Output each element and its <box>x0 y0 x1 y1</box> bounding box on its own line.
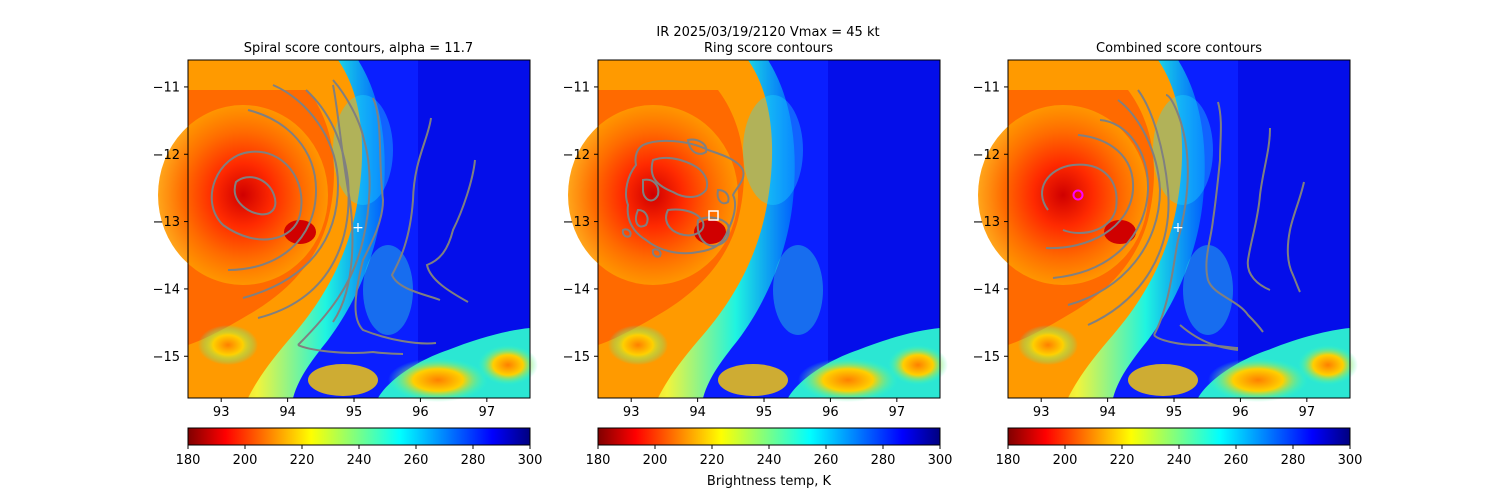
y-tick-label: −13 <box>973 215 1000 230</box>
y-tick-label: −14 <box>973 282 1000 297</box>
x-tick-label: 96 <box>822 405 839 420</box>
colorbar-tick-label: 260 <box>404 453 429 468</box>
y-tick-label: −11 <box>563 80 590 95</box>
colorbar-tick-label: 240 <box>757 453 782 468</box>
axis-ticks-combined: 93 94 95 96 97 −11 −12 −13 −14 −15 <box>973 80 1316 420</box>
center-marker-plus-combined: + <box>1172 220 1184 236</box>
x-tick-label: 94 <box>689 405 706 420</box>
colorbar-tick-label: 240 <box>347 453 372 468</box>
colorbar-tick-label: 280 <box>1281 453 1306 468</box>
x-tick-label: 94 <box>279 405 296 420</box>
x-tick-label: 95 <box>346 405 363 420</box>
x-tick-label: 94 <box>1099 405 1116 420</box>
x-tick-label: 96 <box>412 405 429 420</box>
axis-ticks-ring: 93 94 95 96 97 −11 −12 −13 −14 −15 <box>563 80 906 420</box>
y-tick-label: −13 <box>563 215 590 230</box>
y-tick-label: −11 <box>973 80 1000 95</box>
center-marker-plus: + <box>352 220 364 236</box>
colorbar-tick-label: 280 <box>871 453 896 468</box>
ir-heatmap-spiral: + <box>158 60 538 402</box>
y-tick-label: −14 <box>563 282 590 297</box>
y-tick-label: −12 <box>563 148 590 163</box>
spiral-contours <box>210 79 476 355</box>
y-tick-label: −14 <box>153 282 180 297</box>
plot-frame-ring <box>597 59 941 399</box>
x-tick-label: 95 <box>1166 405 1183 420</box>
y-tick-label: −11 <box>153 80 180 95</box>
x-tick-label: 93 <box>213 405 230 420</box>
x-tick-label: 97 <box>1299 405 1316 420</box>
panel-spiral: Spiral score contours, alpha = 11.7 + 93… <box>153 41 543 468</box>
y-tick-label: −15 <box>973 350 1000 365</box>
ir-heatmap-ring <box>568 60 948 402</box>
panel-title-combined: Combined score contours <box>1096 41 1262 56</box>
colorbar-tick-label: 180 <box>586 453 611 468</box>
x-tick-label: 93 <box>623 405 640 420</box>
panel-ring: Ring score contours 93 94 95 96 97 −11 −12 −13 −… <box>563 41 953 489</box>
colorbar-tick-label: 300 <box>1338 453 1363 468</box>
combined-contours <box>1041 89 1305 351</box>
center-marker-circle <box>1072 189 1084 201</box>
colorbar-tick-label: 200 <box>1053 453 1078 468</box>
axis-ticks-spiral: 93 94 95 96 97 −11 −12 −13 −14 −15 <box>153 80 496 420</box>
colorbar-tick-label: 180 <box>996 453 1021 468</box>
y-tick-label: −15 <box>563 350 590 365</box>
colorbar-tick-label: 220 <box>700 453 725 468</box>
colorbar-tick-label: 240 <box>1167 453 1192 468</box>
colorbar-combined: 180 200 220 240 260 280 300 <box>996 427 1363 468</box>
panel-title-ring: Ring score contours <box>704 41 833 56</box>
colorbar-tick-label: 260 <box>814 453 839 468</box>
colorbar-label: Brightness temp, K <box>707 474 832 489</box>
x-tick-label: 93 <box>1033 405 1050 420</box>
colorbar-tick-label: 220 <box>1110 453 1135 468</box>
panel-title-spiral: Spiral score contours, alpha = 11.7 <box>244 41 473 56</box>
colorbar-tick-label: 260 <box>1224 453 1249 468</box>
colorbar-spiral: 180 200 220 240 260 280 300 <box>176 427 543 468</box>
center-marker-square <box>708 210 719 221</box>
colorbar-tick-label: 200 <box>643 453 668 468</box>
colorbar-tick-label: 200 <box>233 453 258 468</box>
colorbar-tick-label: 280 <box>461 453 486 468</box>
colorbar-tick-label: 220 <box>290 453 315 468</box>
plot-frame-combined <box>1007 59 1351 399</box>
colorbar-tick-label: 300 <box>518 453 543 468</box>
x-tick-label: 97 <box>889 405 906 420</box>
y-tick-label: −13 <box>153 215 180 230</box>
suptitle: IR 2025/03/19/2120 Vmax = 45 kt <box>656 25 879 40</box>
colorbar-tick-label: 300 <box>928 453 953 468</box>
colorbar-ring: 180 200 220 240 260 280 300 <box>586 427 953 468</box>
x-tick-label: 95 <box>756 405 773 420</box>
y-tick-label: −15 <box>153 350 180 365</box>
ir-heatmap-combined: + <box>978 60 1358 402</box>
x-tick-label: 97 <box>479 405 496 420</box>
panel-combined: Combined score contours + 93 94 95 96 97 −11 −… <box>973 41 1363 468</box>
y-tick-label: −12 <box>153 148 180 163</box>
x-tick-label: 96 <box>1232 405 1249 420</box>
ring-contours <box>621 138 745 258</box>
y-tick-label: −12 <box>973 148 1000 163</box>
colorbar-tick-label: 180 <box>176 453 201 468</box>
plot-frame-spiral <box>187 59 531 399</box>
